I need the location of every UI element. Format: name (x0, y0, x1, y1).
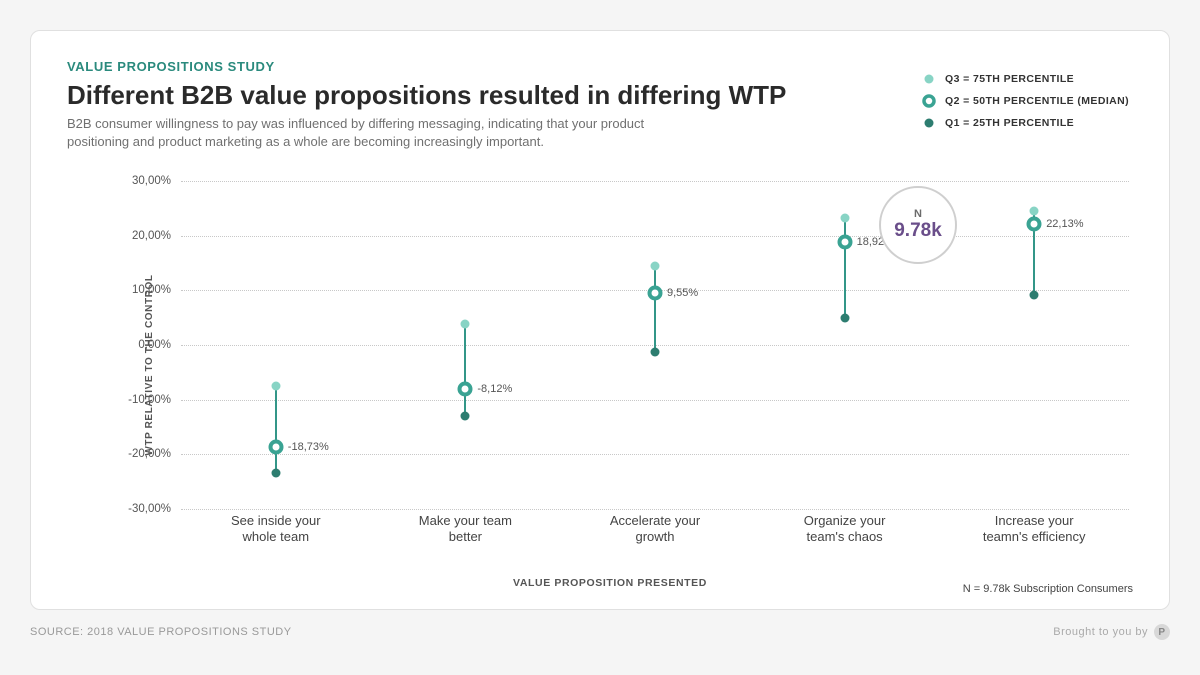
y-tick-label: -20,00% (109, 448, 171, 460)
brand-logo-icon: P (1154, 624, 1170, 640)
q2-marker (268, 440, 283, 455)
legend-q1-label: Q1 = 25TH PERCENTILE (945, 117, 1074, 129)
q1-marker (271, 469, 280, 478)
y-tick-label: 0,00% (109, 339, 171, 351)
gridline (181, 181, 1129, 182)
x-category-label: Organize yourteam's chaos (765, 513, 925, 546)
q3-marker (461, 320, 470, 329)
range-stem (464, 324, 466, 416)
q1-marker (461, 412, 470, 421)
gridline (181, 454, 1129, 455)
footnote: N = 9.78k Subscription Consumers (963, 583, 1133, 595)
q2-marker (1027, 217, 1042, 232)
x-category-label: See inside yourwhole team (196, 513, 356, 546)
brought-label: Brought to you by (1053, 626, 1148, 638)
x-category-label: Accelerate yourgrowth (575, 513, 735, 546)
q3-marker (271, 382, 280, 391)
y-tick-label: -30,00% (109, 503, 171, 515)
y-tick-label: 10,00% (109, 284, 171, 296)
range-stem (275, 386, 277, 473)
q3-marker (651, 261, 660, 270)
y-tick-label: 20,00% (109, 230, 171, 242)
chart-card: VALUE PROPOSITIONS STUDY Different B2B v… (30, 30, 1170, 610)
gridline (181, 400, 1129, 401)
x-category-label: Make your teambetter (385, 513, 545, 546)
gridline (181, 236, 1129, 237)
footer-row: SOURCE: 2018 VALUE PROPOSITIONS STUDY Br… (30, 624, 1170, 640)
legend-q3-label: Q3 = 75TH PERCENTILE (945, 73, 1074, 85)
q2-value-label: -8,12% (477, 383, 512, 395)
q2-marker (837, 234, 852, 249)
q2-value-label: 9,55% (667, 287, 698, 299)
legend-q3-icon (921, 71, 937, 87)
q1-marker (840, 313, 849, 322)
q1-marker (651, 347, 660, 356)
sample-size-badge: N 9.78k (879, 186, 957, 264)
legend: Q3 = 75TH PERCENTILE Q2 = 50TH PERCENTIL… (921, 71, 1129, 137)
q2-value-label: -18,73% (288, 441, 329, 453)
y-axis-label: WTP RELATIVE TO THE CONTROL (144, 274, 155, 455)
q2-marker (648, 285, 663, 300)
plot-region: -30,00%-20,00%-10,00%0,00%10,00%20,00%30… (181, 181, 1129, 509)
y-tick-label: 30,00% (109, 175, 171, 187)
chart-area: WTP RELATIVE TO THE CONTROL -30,00%-20,0… (81, 181, 1139, 549)
legend-q2-icon (921, 93, 937, 109)
source-label: SOURCE: 2018 VALUE PROPOSITIONS STUDY (30, 626, 292, 638)
q2-value-label: 22,13% (1046, 218, 1083, 230)
q1-marker (1030, 290, 1039, 299)
q2-marker (458, 382, 473, 397)
brought-by: Brought to you by P (1053, 624, 1170, 640)
range-stem (654, 266, 656, 352)
gridline (181, 509, 1129, 510)
legend-q2-label: Q2 = 50TH PERCENTILE (MEDIAN) (945, 95, 1129, 107)
q3-marker (1030, 206, 1039, 215)
legend-q3: Q3 = 75TH PERCENTILE (921, 71, 1129, 87)
legend-q1: Q1 = 25TH PERCENTILE (921, 115, 1129, 131)
legend-q1-icon (921, 115, 937, 131)
y-tick-label: -10,00% (109, 394, 171, 406)
x-category-label: Increase yourteamn's efficiency (954, 513, 1114, 546)
n-value: 9.78k (894, 220, 942, 242)
q3-marker (840, 214, 849, 223)
n-label: N (914, 208, 922, 220)
legend-q2: Q2 = 50TH PERCENTILE (MEDIAN) (921, 93, 1129, 109)
chart-subtitle: B2B consumer willingness to pay was infl… (67, 115, 687, 151)
